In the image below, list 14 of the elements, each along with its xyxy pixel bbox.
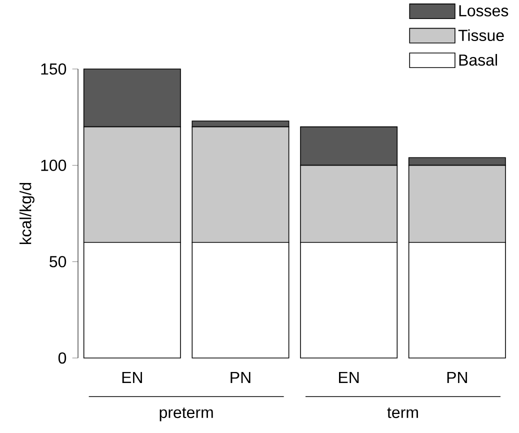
text: term <box>387 408 418 418</box>
legend-label: Basal <box>459 54 497 66</box>
text: preterm <box>160 408 213 422</box>
y-tick-label: 100 <box>41 160 66 171</box>
legend-label: Tissue <box>458 29 504 42</box>
x-tick-label: EN <box>122 372 142 383</box>
x-tick-label: EN <box>339 372 359 383</box>
x-tick-label: PN <box>447 372 467 383</box>
y-axis-title: kcal/kg/d <box>20 182 34 244</box>
legend-label: Losses <box>459 5 508 16</box>
y-tick-label: 50 <box>50 256 66 268</box>
y-tick-label: 150 <box>41 63 66 75</box>
x-tick-label: PN <box>230 372 250 383</box>
y-tick-label: 0 <box>58 352 66 364</box>
